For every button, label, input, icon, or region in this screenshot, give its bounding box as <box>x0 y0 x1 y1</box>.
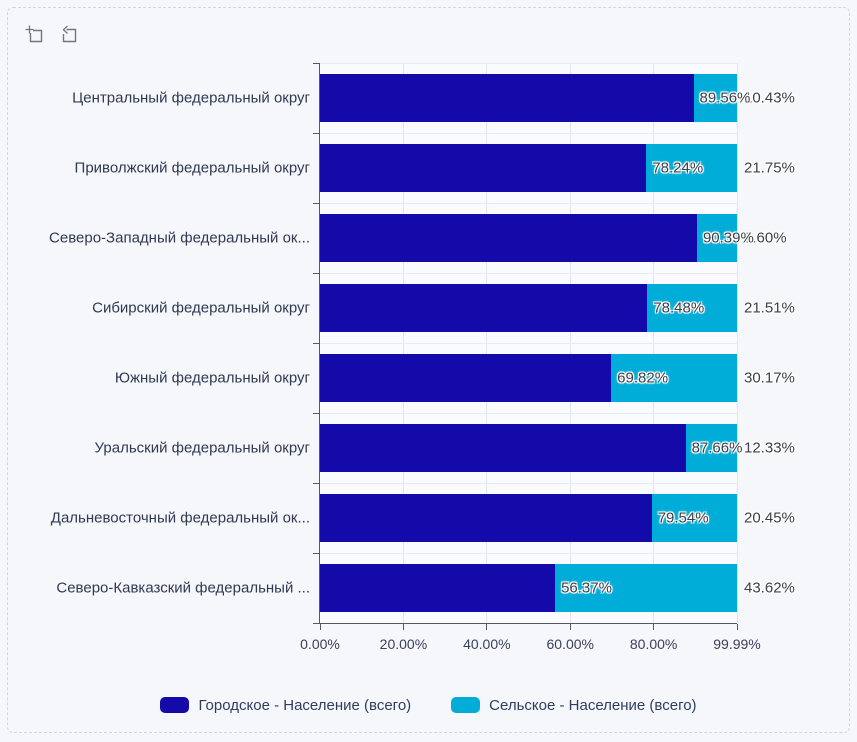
bar-row <box>320 144 737 192</box>
box-zoom-select-icon <box>25 25 43 43</box>
bar-segment-rural[interactable] <box>611 354 737 402</box>
data-label-urban: 79.54% <box>657 509 709 527</box>
bar-row <box>320 354 737 402</box>
x-axis-tick <box>319 624 321 630</box>
bar-segment-rural[interactable] <box>646 144 737 192</box>
x-axis-tick-label: 40.00% <box>463 636 511 652</box>
category-label: Дальневосточный федеральный ок... <box>50 509 310 527</box>
y-axis-line <box>319 63 320 624</box>
category-label: Сибирский федеральный округ <box>92 299 310 317</box>
chart-toolbar <box>24 24 80 46</box>
legend-swatch <box>160 697 190 713</box>
y-axis-tick <box>313 343 319 344</box>
category-label: Южный федеральный округ <box>114 369 310 387</box>
x-axis-tick-label: 80.00% <box>629 636 678 652</box>
x-axis-tick-label: 99.99% <box>713 636 761 652</box>
legend-item[interactable]: Сельское - Население (всего) <box>451 696 697 714</box>
data-label-rural: 21.51% <box>744 299 795 317</box>
x-axis-tick-label: 60.00% <box>546 636 594 652</box>
data-label-urban: 69.82% <box>617 369 669 387</box>
bar-segment-urban[interactable] <box>320 144 647 192</box>
band-separator-line <box>320 63 737 64</box>
zoom-restore-icon <box>62 25 77 43</box>
category-label: Северо-Западный федеральный ок... <box>49 229 310 247</box>
bar-row <box>320 214 737 262</box>
vertical-gridline <box>736 63 738 623</box>
bar-segment-urban[interactable] <box>320 354 612 402</box>
bar-segment-urban[interactable] <box>320 564 556 612</box>
data-label-rural: 21.75% <box>744 159 795 177</box>
bar-row <box>320 284 737 332</box>
bar-segment-rural[interactable] <box>685 424 737 472</box>
bar-segment-urban[interactable] <box>320 494 652 542</box>
y-axis-tick <box>313 63 319 64</box>
bar-row <box>320 74 737 122</box>
box-zoom-select-button[interactable] <box>24 24 46 46</box>
category-label: Уральский федеральный округ <box>94 439 310 457</box>
data-label-urban: 78.24% <box>652 159 704 177</box>
x-axis-tick-label: 0.00% <box>300 636 340 652</box>
bar-segment-urban[interactable] <box>320 74 694 122</box>
category-label: Приволжский федеральный округ <box>74 159 310 177</box>
bar-segment-urban[interactable] <box>320 284 648 332</box>
bar-segment-urban[interactable] <box>320 424 686 472</box>
y-axis-tick <box>313 133 319 134</box>
y-axis-tick <box>313 203 319 204</box>
data-label-rural: 10.43% <box>744 89 795 107</box>
bar-segment-rural[interactable] <box>647 284 737 332</box>
data-label-urban: 90.39% <box>702 229 754 247</box>
legend-swatch <box>451 697 481 713</box>
y-axis-tick <box>313 623 319 624</box>
bar-segment-rural[interactable] <box>555 564 737 612</box>
chart-legend: Городское - Население (всего) Сельское - … <box>0 690 857 720</box>
y-axis-tick <box>313 413 319 414</box>
legend-label: Сельское - Население (всего) <box>489 696 697 714</box>
data-label-urban: 87.66% <box>691 439 743 457</box>
zoom-restore-button[interactable] <box>58 24 80 46</box>
band-separator-line <box>320 343 737 344</box>
data-label-urban: 56.37% <box>561 579 612 597</box>
data-label-urban: 89.56% <box>699 89 751 107</box>
bar-row <box>320 424 737 472</box>
x-axis-tick <box>653 624 655 630</box>
x-axis-tick <box>569 624 571 630</box>
data-label-rural: 30.17% <box>744 369 795 387</box>
data-label-rural: 43.62% <box>744 579 795 597</box>
y-axis-tick <box>313 483 319 484</box>
category-label: Северо-Кавказский федеральный ... <box>56 579 310 597</box>
band-separator-line <box>320 133 737 134</box>
x-axis-tick <box>736 624 738 630</box>
data-label-rural: 12.33% <box>744 439 795 457</box>
bar-segment-urban[interactable] <box>320 214 697 262</box>
band-separator-line <box>320 203 737 204</box>
x-axis-tick-label: 20.00% <box>379 636 428 652</box>
bar-row <box>320 564 737 612</box>
band-separator-line <box>320 553 737 554</box>
y-axis-tick <box>313 553 319 554</box>
bar-segment-rural[interactable] <box>693 74 737 122</box>
bar-segment-rural[interactable] <box>651 494 737 542</box>
band-separator-line <box>320 413 737 414</box>
y-axis-tick <box>313 273 319 274</box>
legend-label: Городское - Население (всего) <box>198 696 412 714</box>
bar-segment-rural[interactable] <box>696 214 737 262</box>
legend-item[interactable]: Городское - Население (всего) <box>160 697 411 714</box>
data-label-rural: 20.45% <box>744 509 795 527</box>
category-label: Центральный федеральный округ <box>72 89 310 107</box>
x-axis-tick <box>402 624 404 630</box>
data-label-rural: 9.60% <box>744 229 787 247</box>
band-separator-line <box>320 483 737 484</box>
band-separator-line <box>320 273 737 274</box>
x-axis-line <box>319 623 737 624</box>
x-axis-tick <box>486 624 488 630</box>
data-label-urban: 78.48% <box>653 299 705 317</box>
bar-row <box>320 494 737 542</box>
